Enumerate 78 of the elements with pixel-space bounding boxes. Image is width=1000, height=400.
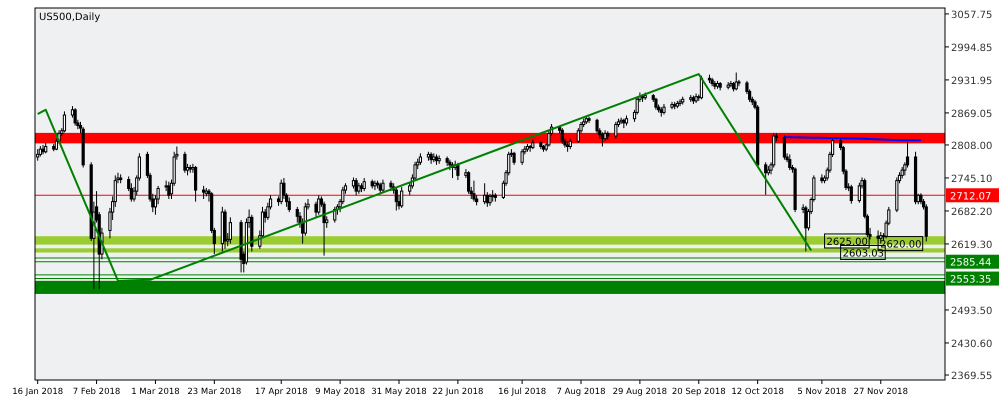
candlestick [568, 138, 572, 150]
x-tick-label: 5 Nov 2018 [797, 387, 846, 397]
candlestick [41, 144, 45, 155]
x-tick-label: 27 Nov 2018 [854, 387, 908, 397]
candlestick [694, 93, 698, 104]
candlestick [389, 180, 393, 192]
y-tick-label: 2931.95 [951, 76, 992, 87]
candlestick [804, 205, 808, 252]
candlestick [764, 162, 768, 196]
x-tick-label: 22 Jun 2018 [432, 387, 484, 397]
x-tick-label: 29 Aug 2018 [612, 387, 668, 397]
candlestick [488, 193, 492, 206]
candlestick [520, 148, 524, 166]
candlestick [228, 216, 232, 244]
candlestick [317, 194, 320, 216]
candlestick [74, 108, 77, 126]
candlestick [622, 118, 626, 129]
candlestick [876, 230, 880, 242]
x-tick-label: 16 Jul 2018 [498, 387, 546, 397]
candlestick [354, 177, 358, 196]
y-tick-label: 2682.20 [951, 206, 992, 218]
candlestick [167, 181, 170, 200]
candlestick [373, 180, 377, 191]
y-tick-label: 2808.00 [951, 140, 992, 152]
candlestick [491, 190, 494, 202]
candlestick [662, 104, 666, 116]
x-tick-label: 7 Aug 2018 [556, 387, 606, 397]
x-tick-label: 17 Apr 2018 [254, 387, 308, 397]
candlestick [62, 110, 66, 133]
y-tick-label: 2745.10 [951, 174, 992, 185]
y-tick-label: 2869.05 [951, 108, 992, 120]
x-tick-label: 9 May 2018 [315, 387, 366, 397]
candlestick [38, 145, 42, 157]
candlestick [381, 179, 385, 193]
candlestick [378, 182, 382, 194]
x-tick-label: 12 Oct 2018 [731, 387, 784, 397]
ref-line-label: 2585.44 [950, 258, 992, 269]
candlestick [362, 177, 366, 192]
ref-line-label: 2712.07 [950, 191, 992, 202]
x-tick-label: 1 Mar 2018 [131, 387, 180, 397]
candlestick [850, 184, 853, 204]
candlestick [766, 165, 770, 176]
candlestick [446, 156, 449, 166]
chart-title: US500,Daily [39, 12, 100, 23]
x-tick-label: 20 Sep 2018 [672, 387, 726, 397]
candlestick [614, 121, 618, 140]
candlestick [44, 142, 48, 154]
candlestick [394, 187, 398, 212]
y-tick-label: 2430.60 [951, 338, 992, 350]
candlestick [280, 179, 283, 205]
x-tick-label: 23 Mar 2018 [187, 387, 242, 397]
x-tick-label: 16 Jan 2018 [12, 387, 64, 397]
y-tick-label: 2369.55 [951, 370, 992, 382]
candlestick [512, 151, 516, 166]
candlestick [288, 196, 291, 213]
y-tick-label: 3057.75 [951, 10, 992, 21]
candlestick [164, 180, 168, 192]
candlestick [531, 139, 534, 150]
candlestick [183, 151, 186, 174]
ref-line-label: 2553.35 [950, 274, 992, 286]
candlestick [400, 186, 404, 208]
candlestick [624, 115, 628, 126]
y-tick-label: 2493.50 [951, 306, 992, 317]
y-tick-label: 2994.85 [951, 42, 992, 54]
candlestick [900, 166, 904, 180]
candlestick [660, 106, 663, 118]
y-tick-label: 2619.30 [951, 240, 992, 251]
candlestick [418, 152, 422, 166]
candlestick [654, 97, 658, 110]
candlestick [879, 232, 882, 244]
candlestick [560, 128, 564, 144]
candlestick [788, 154, 792, 171]
x-tick-label: 31 May 2018 [371, 387, 427, 397]
candlestick [194, 165, 198, 202]
candlestick [472, 180, 476, 202]
candlestick [734, 72, 738, 91]
candlestick [782, 135, 786, 160]
x-tick-label: 7 Feb 2018 [72, 387, 120, 397]
